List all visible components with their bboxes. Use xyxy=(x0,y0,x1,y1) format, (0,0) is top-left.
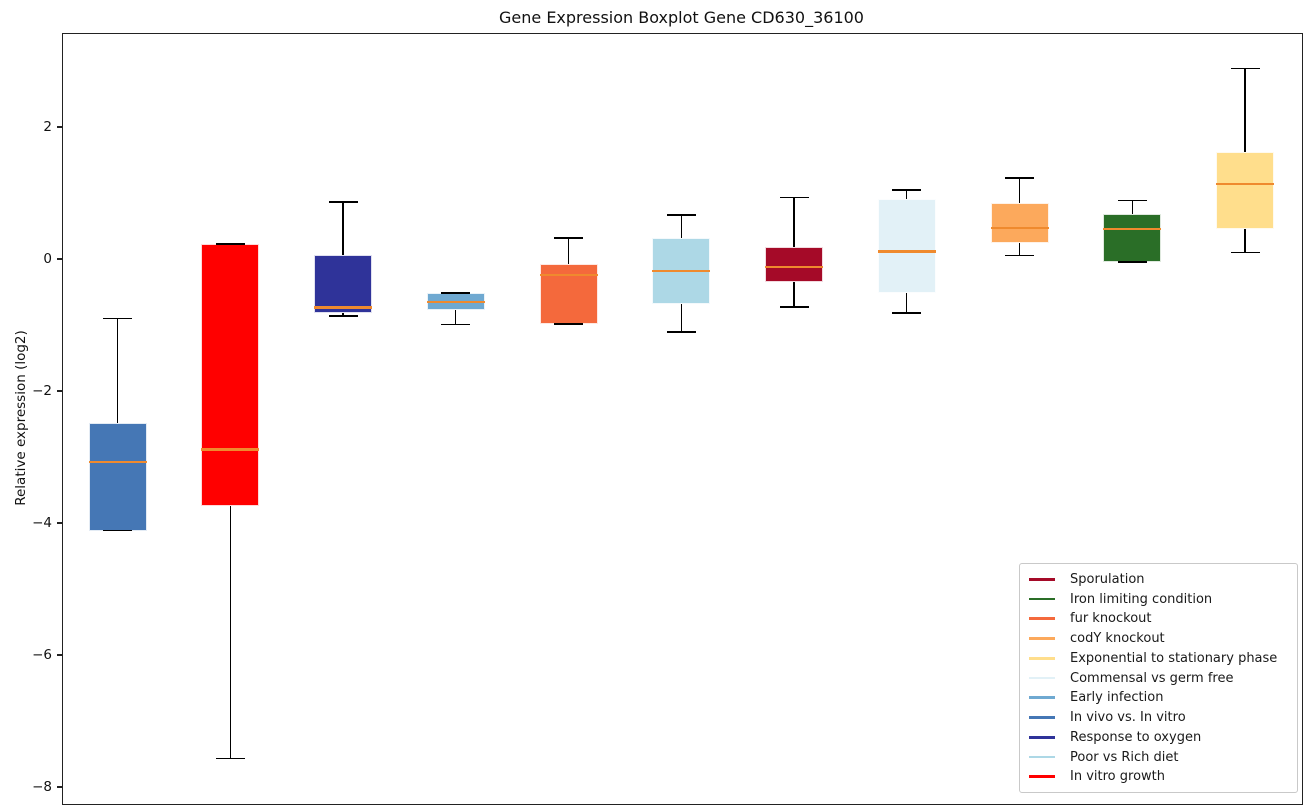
box-cap-top-sporulation xyxy=(779,196,809,199)
box-exponential-to-stationary-phase xyxy=(1216,151,1274,229)
legend-line-swatch xyxy=(1029,656,1055,660)
legend-line-swatch xyxy=(1029,696,1055,700)
legend-item: Iron limiting condition xyxy=(1020,592,1297,607)
box-cap-bottom-fur-knockout xyxy=(554,323,583,325)
box-cap-bottom-sporulation xyxy=(779,306,809,308)
legend-line-swatch xyxy=(1029,617,1055,621)
y-axis-label: Relative expression (log2) xyxy=(13,330,29,506)
box-cap-bottom-exponential-to-stationary-phase xyxy=(1230,251,1260,254)
y-axis-tickmark xyxy=(57,390,62,392)
legend-line-swatch xyxy=(1029,577,1055,581)
y-axis-ticklabel: −2 xyxy=(32,383,52,399)
legend-item-label: Iron limiting condition xyxy=(1070,591,1213,607)
box-median-iron-limiting-condition xyxy=(1103,227,1162,231)
y-axis-ticklabel: −8 xyxy=(32,779,52,795)
legend-item-label: codY knockout xyxy=(1070,631,1165,646)
legend-line-swatch xyxy=(1029,597,1055,601)
legend-item-label: Exponential to stationary phase xyxy=(1070,650,1278,666)
legend-item-label: Poor vs Rich diet xyxy=(1070,749,1179,765)
box-cap-bottom-response-to-oxygen xyxy=(328,315,358,317)
legend-item-label: In vivo vs. In vitro xyxy=(1070,710,1186,725)
y-axis-tickmark xyxy=(57,654,62,656)
legend-line-swatch xyxy=(1029,637,1055,640)
box-cap-bottom-poor-vs-rich-diet xyxy=(666,331,696,333)
box-response-to-oxygen xyxy=(314,254,372,314)
y-axis-ticklabel: 0 xyxy=(43,251,52,267)
box-median-in-vivo-vs-in-vitro xyxy=(88,460,147,464)
box-cap-top-commensal-vs-germ-free xyxy=(892,189,922,191)
legend-item-label: fur knockout xyxy=(1070,611,1152,627)
legend-line-swatch xyxy=(1029,775,1055,779)
legend-item: Sporulation xyxy=(1020,572,1297,587)
box-cap-top-exponential-to-stationary-phase xyxy=(1230,67,1260,70)
box-cap-top-response-to-oxygen xyxy=(328,201,358,203)
box-cap-bottom-in-vivo-vs-in-vitro xyxy=(103,529,132,532)
legend-item: Exponential to stationary phase xyxy=(1020,651,1297,666)
y-axis-ticklabel: −4 xyxy=(32,515,52,531)
box-median-in-vitro-growth xyxy=(201,448,260,451)
legend-item: Commensal vs germ free xyxy=(1020,671,1297,686)
box-cap-bottom-iron-limiting-condition xyxy=(1117,261,1147,263)
box-cap-bottom-commensal-vs-germ-free xyxy=(892,312,922,314)
legend-item-label: Sporulation xyxy=(1070,571,1145,587)
legend-item-label: Commensal vs germ free xyxy=(1070,670,1234,686)
legend-line-swatch xyxy=(1029,755,1055,759)
chart-title: Gene Expression Boxplot Gene CD630_36100 xyxy=(499,8,864,27)
legend-item: In vivo vs. In vitro xyxy=(1020,710,1297,725)
box-median-response-to-oxygen xyxy=(314,306,372,309)
legend-line-swatch xyxy=(1029,735,1055,739)
legend: Sporulation Iron limiting condition fur kn… xyxy=(1019,563,1298,793)
y-axis-tickmark xyxy=(57,126,62,128)
box-iron-limiting-condition xyxy=(1103,213,1162,262)
box-cap-top-iron-limiting-condition xyxy=(1117,199,1147,202)
box-cap-bottom-in-vitro-growth xyxy=(215,757,245,760)
box-median-early-infection xyxy=(426,301,485,304)
legend-item: Early infection xyxy=(1020,690,1297,705)
legend-item: Poor vs Rich diet xyxy=(1020,750,1297,765)
y-axis-tickmark xyxy=(57,258,62,260)
box-cap-top-cody-knockout xyxy=(1005,177,1034,179)
legend-item-label: In vitro growth xyxy=(1070,769,1165,785)
box-cap-top-poor-vs-rich-diet xyxy=(666,214,696,216)
box-median-commensal-vs-germ-free xyxy=(877,250,936,253)
box-commensal-vs-germ-free xyxy=(877,198,936,293)
y-axis-ticklabel: 2 xyxy=(43,119,52,135)
legend-item: fur knockout xyxy=(1020,611,1297,626)
box-fur-knockout xyxy=(539,263,598,324)
box-median-sporulation xyxy=(765,266,823,269)
box-cap-top-fur-knockout xyxy=(554,237,583,239)
box-cody-knockout xyxy=(990,203,1049,244)
legend-item: codY knockout xyxy=(1020,631,1297,646)
box-cap-top-in-vivo-vs-in-vitro xyxy=(103,317,132,320)
box-median-poor-vs-rich-diet xyxy=(652,270,711,273)
box-in-vivo-vs-in-vitro xyxy=(88,423,147,531)
legend-item: In vitro growth xyxy=(1020,769,1297,784)
box-cap-top-in-vitro-growth xyxy=(215,243,245,245)
box-median-exponential-to-stationary-phase xyxy=(1216,183,1274,186)
box-in-vitro-growth xyxy=(201,244,260,507)
y-axis-tickmark xyxy=(57,522,62,524)
box-cap-bottom-early-infection xyxy=(441,323,471,326)
box-sporulation xyxy=(765,246,823,283)
box-median-cody-knockout xyxy=(990,227,1049,230)
legend-line-swatch xyxy=(1029,716,1055,719)
legend-item-label: Response to oxygen xyxy=(1070,729,1202,745)
box-median-fur-knockout xyxy=(539,274,598,277)
legend-item-label: Early infection xyxy=(1070,690,1164,706)
y-axis-tickmark xyxy=(57,786,62,788)
legend-item: Response to oxygen xyxy=(1020,730,1297,745)
box-cap-bottom-cody-knockout xyxy=(1005,254,1034,257)
box-cap-top-early-infection xyxy=(441,292,471,294)
plot-area: Sporulation Iron limiting condition fur kn… xyxy=(62,33,1303,805)
legend-line-swatch xyxy=(1029,676,1055,680)
y-axis-ticklabel: −6 xyxy=(32,647,52,663)
